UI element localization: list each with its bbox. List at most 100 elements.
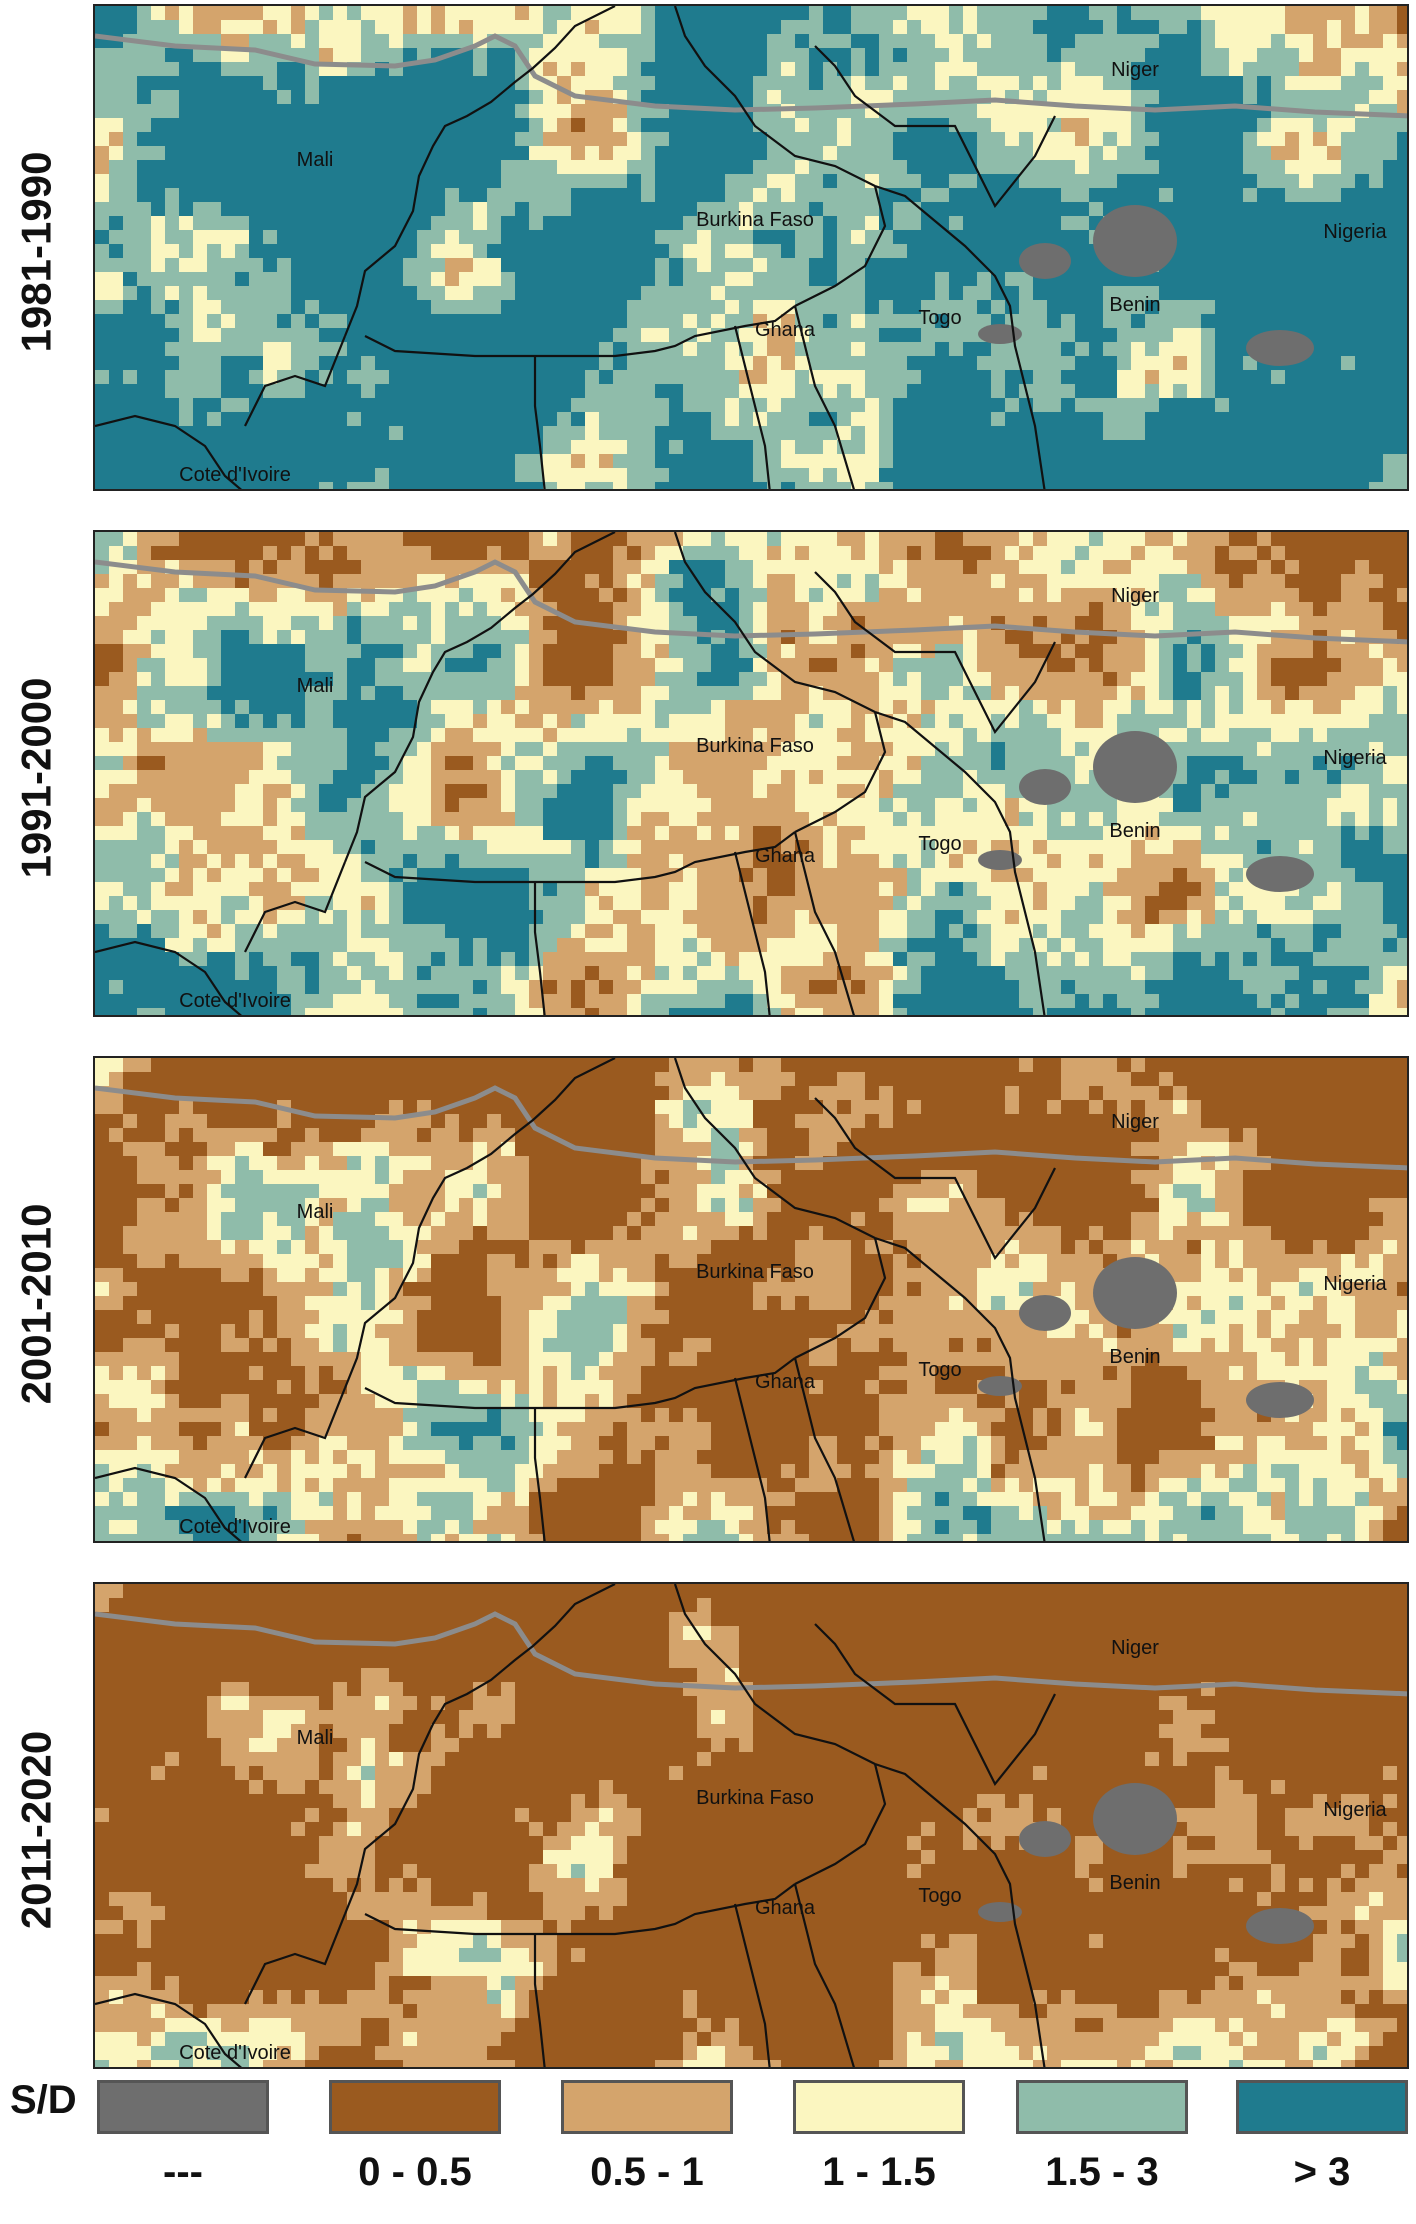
nodata-area xyxy=(1019,243,1071,279)
sd-raster xyxy=(95,1058,1407,1541)
country-label-nigeria: Nigeria xyxy=(1323,1273,1387,1295)
country-border xyxy=(814,45,1056,209)
country-border xyxy=(673,1058,876,1239)
country-label-benin: Benin xyxy=(1109,1346,1160,1368)
legend-label-1-1.5: 1 - 1.5 xyxy=(822,2150,936,2194)
country-border xyxy=(95,940,242,1015)
period-label-4: 2011-2020 xyxy=(12,1730,60,1929)
country-label-mali: Mali xyxy=(297,675,334,697)
country-border xyxy=(733,1377,771,1541)
nodata-area xyxy=(978,1376,1022,1396)
country-border xyxy=(95,1466,242,1541)
country-label-burkina_faso: Burkina Faso xyxy=(696,735,814,757)
country-border xyxy=(814,571,1056,735)
map-canvas: Mali Niger Burkina Faso Nigeria Ghana Togo Ben… xyxy=(95,1058,1407,1541)
nodata-area xyxy=(1093,205,1177,277)
country-border xyxy=(95,1992,242,2067)
country-label-burkina_faso: Burkina Faso xyxy=(696,1787,814,1809)
country-border xyxy=(794,185,887,307)
legend-label-nodata: --- xyxy=(163,2150,203,2194)
nodata-area xyxy=(1019,1295,1071,1331)
country-border xyxy=(673,532,876,713)
country-label-burkina_faso: Burkina Faso xyxy=(696,1261,814,1283)
country-border xyxy=(343,1058,616,1389)
country-border xyxy=(793,831,855,1015)
nodata-area xyxy=(1093,731,1177,803)
country-label-benin: Benin xyxy=(1109,294,1160,316)
country-label-niger: Niger xyxy=(1111,1111,1159,1133)
country-border xyxy=(793,305,855,489)
country-border xyxy=(733,1903,771,2067)
nodata-area xyxy=(978,324,1022,344)
country-label-niger: Niger xyxy=(1111,585,1159,607)
legend-label-0-0.5: 0 - 0.5 xyxy=(358,2150,472,2194)
country-border xyxy=(673,1584,876,1765)
period-label-3: 2001-2010 xyxy=(12,1203,60,1404)
nodata-area xyxy=(1093,1783,1177,1855)
legend-swatch-nodata xyxy=(97,2080,269,2134)
map-canvas: Mali Niger Burkina Faso Nigeria Ghana Togo Ben… xyxy=(95,6,1407,489)
country-label-ghana: Ghana xyxy=(755,1371,816,1393)
nodata-area xyxy=(1093,1257,1177,1329)
country-border xyxy=(814,1097,1056,1261)
map-panel-1981-1990: Mali Niger Burkina Faso Nigeria Ghana Togo Ben… xyxy=(93,4,1409,491)
country-label-niger: Niger xyxy=(1111,59,1159,81)
country-border xyxy=(244,1387,347,1479)
sd-raster xyxy=(95,532,1407,1015)
legend-swatch-gt3 xyxy=(1236,2080,1408,2134)
country-label-cote_divoire: Cote d'Ivoire xyxy=(179,2042,291,2064)
country-border xyxy=(874,184,1046,489)
country-border xyxy=(874,1236,1046,1541)
country-border xyxy=(793,1357,855,1541)
country-border xyxy=(343,532,616,863)
country-border xyxy=(364,831,796,884)
nodata-area xyxy=(978,850,1022,870)
isohyet-line xyxy=(95,1611,1407,1697)
isohyet-line xyxy=(95,559,1407,645)
country-border xyxy=(343,6,616,337)
nodata-area xyxy=(1246,1908,1314,1944)
country-border xyxy=(364,1357,796,1410)
legend-swatch-0.5-1 xyxy=(561,2080,733,2134)
country-border xyxy=(673,6,876,187)
country-label-mali: Mali xyxy=(297,149,334,171)
legend-swatch-1.5-3 xyxy=(1016,2080,1188,2134)
nodata-area xyxy=(1246,330,1314,366)
country-border xyxy=(343,1584,616,1915)
country-border xyxy=(533,882,546,1015)
country-label-togo: Togo xyxy=(918,1359,961,1381)
country-label-nigeria: Nigeria xyxy=(1323,747,1387,769)
country-border xyxy=(244,335,347,427)
country-label-niger: Niger xyxy=(1111,1637,1159,1659)
country-label-ghana: Ghana xyxy=(755,319,816,341)
country-border xyxy=(364,1883,796,1936)
country-label-togo: Togo xyxy=(918,833,961,855)
country-label-cote_divoire: Cote d'Ivoire xyxy=(179,990,291,1012)
map-panel-2011-2020: Mali Niger Burkina Faso Nigeria Ghana Togo Ben… xyxy=(93,1582,1409,2069)
country-label-nigeria: Nigeria xyxy=(1323,221,1387,243)
period-label-2: 1991-2000 xyxy=(12,677,60,878)
country-label-benin: Benin xyxy=(1109,1872,1160,1894)
country-label-benin: Benin xyxy=(1109,820,1160,842)
country-border xyxy=(533,1408,546,1541)
country-border xyxy=(794,711,887,833)
country-border xyxy=(244,861,347,953)
nodata-area xyxy=(978,1902,1022,1922)
isohyet-line xyxy=(95,1085,1407,1171)
nodata-area xyxy=(1246,1382,1314,1418)
legend-swatch-0-0.5 xyxy=(329,2080,501,2134)
nodata-area xyxy=(1019,769,1071,805)
country-border xyxy=(874,710,1046,1015)
country-border xyxy=(95,414,242,489)
legend-label-1.5-3: 1.5 - 3 xyxy=(1045,2150,1159,2194)
country-label-togo: Togo xyxy=(918,1885,961,1907)
legend-label-gt3: > 3 xyxy=(1293,2150,1351,2194)
country-label-ghana: Ghana xyxy=(755,845,816,867)
country-border xyxy=(793,1883,855,2067)
period-label-1: 1981-1990 xyxy=(12,151,60,352)
sd-raster xyxy=(95,1584,1407,2067)
legend-title: S/D xyxy=(10,2078,77,2122)
isohyet-line xyxy=(95,33,1407,119)
sd-raster xyxy=(95,6,1407,489)
country-border xyxy=(874,1762,1046,2067)
